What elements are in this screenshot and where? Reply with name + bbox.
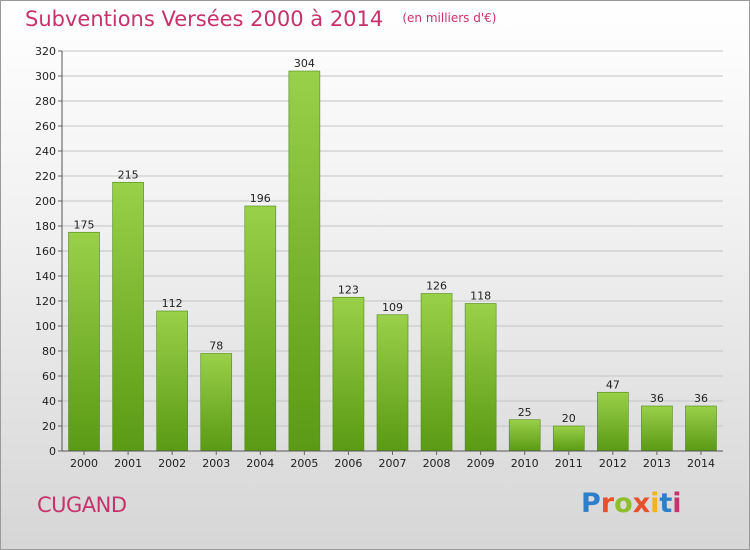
x-tick-label: 2001: [114, 457, 142, 470]
x-tick-label: 2008: [423, 457, 451, 470]
x-tick-label: 2011: [555, 457, 583, 470]
x-tick-label: 2013: [643, 457, 671, 470]
data-label: 109: [382, 301, 403, 314]
x-tick-label: 2004: [246, 457, 274, 470]
bar: [464, 303, 497, 452]
proxiti-logo: Proxiti: [581, 488, 682, 519]
title-block: Subventions Versées 2000 à 2014 (en mill…: [25, 7, 496, 31]
y-tick-label: 320: [35, 45, 56, 58]
y-tick-label: 20: [42, 420, 56, 433]
bar: [200, 353, 233, 452]
data-label: 20: [562, 412, 576, 425]
x-tick-label: 2012: [599, 457, 627, 470]
bar: [68, 231, 100, 452]
y-tick-label: 80: [42, 345, 56, 358]
bar: [244, 205, 277, 452]
y-tick-label: 160: [35, 245, 56, 258]
data-label: 47: [606, 378, 620, 391]
data-label: 304: [294, 57, 315, 70]
data-label: 123: [338, 283, 359, 296]
x-tick-label: 2010: [511, 457, 539, 470]
data-label: 196: [250, 192, 271, 205]
bar: [685, 405, 717, 452]
data-label: 25: [518, 406, 532, 419]
logo-letter: i: [672, 488, 682, 519]
logo-letter: t: [659, 488, 673, 519]
bars: 175 215 112 78 196 304 123 109 126 118 25 20 47 36 36: [68, 57, 717, 452]
logo-letter: P: [581, 488, 601, 519]
logo-letter: o: [614, 488, 633, 519]
bar: [376, 314, 409, 452]
y-tick-label: 280: [35, 95, 56, 108]
logo-letter: x: [632, 488, 651, 519]
data-label: 118: [470, 290, 491, 303]
chart-subtitle: (en milliers d'€): [402, 11, 497, 25]
data-label: 215: [118, 168, 139, 181]
y-tick-label: 100: [35, 320, 56, 333]
chart-title: Subventions Versées 2000 à 2014: [25, 7, 384, 31]
y-tick-label: 40: [42, 395, 56, 408]
bar: [156, 310, 188, 452]
data-label: 112: [162, 297, 183, 310]
x-tick-label: 2007: [379, 457, 407, 470]
y-tick-label: 240: [35, 145, 56, 158]
x-tick-label: 2009: [467, 457, 495, 470]
bar: [420, 293, 453, 452]
x-tick-label: 2000: [70, 457, 98, 470]
place-name: CUGAND: [37, 493, 127, 517]
y-tick-label: 0: [49, 445, 56, 458]
bar: [552, 425, 585, 452]
y-tick-label: 60: [42, 370, 56, 383]
x-tick-label: 2003: [202, 457, 230, 470]
data-label: 126: [426, 280, 447, 293]
axes: 0204060801001201401601802002202402602803…: [35, 45, 723, 470]
x-tick-label: 2014: [687, 457, 715, 470]
y-tick-label: 260: [35, 120, 56, 133]
y-tick-label: 200: [35, 195, 56, 208]
bar: [597, 391, 629, 452]
data-label: 36: [650, 392, 664, 405]
logo-letter: r: [600, 488, 615, 519]
y-tick-label: 300: [35, 70, 56, 83]
bar: [508, 419, 541, 452]
bar: [332, 296, 365, 452]
bar: [641, 405, 673, 452]
bar: [112, 181, 144, 452]
y-tick-label: 120: [35, 295, 56, 308]
data-label: 175: [74, 218, 95, 231]
x-tick-label: 2005: [290, 457, 318, 470]
logo-letter: i: [650, 488, 660, 519]
x-tick-label: 2002: [158, 457, 186, 470]
y-tick-label: 180: [35, 220, 56, 233]
bar: [288, 70, 321, 452]
y-tick-label: 220: [35, 170, 56, 183]
x-tick-label: 2006: [334, 457, 362, 470]
data-label: 36: [694, 392, 708, 405]
y-tick-label: 140: [35, 270, 56, 283]
data-label: 78: [209, 340, 223, 353]
